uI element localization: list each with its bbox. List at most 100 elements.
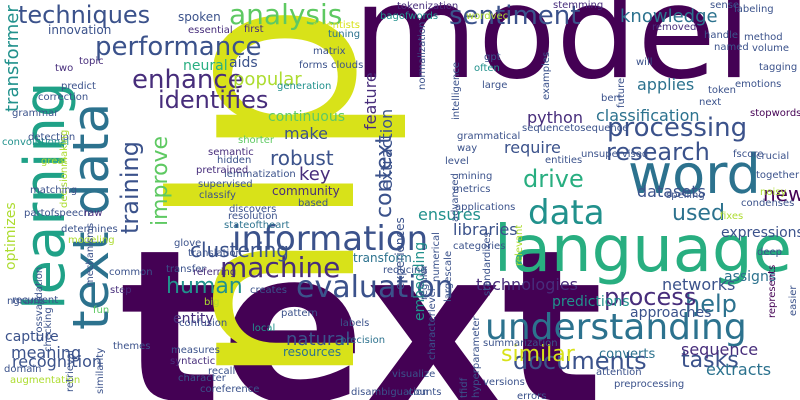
word: neural xyxy=(183,58,228,74)
word: recognition xyxy=(12,352,103,371)
word: examples xyxy=(541,51,552,100)
word: sequencetosequence xyxy=(522,123,629,134)
word: token xyxy=(708,85,736,96)
word: popular xyxy=(233,69,302,90)
word: libraries xyxy=(453,220,518,239)
word: character xyxy=(178,373,226,384)
word: precision xyxy=(340,335,386,346)
word: expressions xyxy=(721,225,800,241)
word: will xyxy=(636,57,653,68)
word: removed xyxy=(652,22,697,33)
word: confusion xyxy=(179,318,228,329)
word: evaluation xyxy=(296,270,454,305)
word: hidden xyxy=(217,155,252,166)
word: performance xyxy=(95,32,262,62)
word: matching xyxy=(30,185,78,196)
word: mechanisms xyxy=(85,222,96,286)
word: resources xyxy=(283,345,342,359)
word: stopwords xyxy=(750,108,800,119)
word: regular xyxy=(419,264,430,300)
word: process xyxy=(604,283,697,311)
word: help xyxy=(685,290,737,318)
word: measures xyxy=(171,345,220,356)
word: innovation xyxy=(48,23,112,37)
word: future xyxy=(616,77,627,108)
word: hyperparameter xyxy=(471,316,482,398)
word: optimizes xyxy=(3,202,19,270)
word: errors xyxy=(517,391,547,400)
word: meaning xyxy=(11,343,82,362)
word: recall xyxy=(208,366,236,377)
word: community xyxy=(272,184,340,198)
word: based xyxy=(298,198,329,209)
word: translation xyxy=(188,248,242,259)
word: deep xyxy=(757,247,782,258)
word: human xyxy=(166,274,243,299)
word: fixes xyxy=(720,211,744,222)
word: categories xyxy=(453,241,506,252)
word: knowledge xyxy=(620,6,718,27)
word: ngrams xyxy=(7,296,45,307)
word: convolutional xyxy=(2,137,70,148)
word: fscore xyxy=(733,149,764,160)
word: scientists xyxy=(313,20,361,31)
word: resolution xyxy=(228,211,278,222)
word: make xyxy=(284,124,328,143)
word: represents xyxy=(767,264,778,318)
word: reducing xyxy=(383,265,427,276)
word: aids xyxy=(229,55,258,71)
word: clouds xyxy=(331,60,364,71)
word: referring xyxy=(193,267,237,278)
word: modeling xyxy=(68,235,115,246)
word: relevant xyxy=(514,224,525,266)
word: identifies xyxy=(158,86,269,114)
word: syntactic xyxy=(170,356,216,367)
word: key xyxy=(299,164,331,185)
word: labeling xyxy=(734,4,774,15)
word: research xyxy=(606,138,710,166)
word: crucial xyxy=(756,151,790,162)
word: techniques xyxy=(18,1,151,29)
word: correction xyxy=(38,92,89,103)
word: checking xyxy=(43,307,54,352)
word: big xyxy=(204,297,220,308)
word: predictions xyxy=(552,294,630,310)
word: documents xyxy=(513,347,647,375)
word: tokenization xyxy=(397,1,459,12)
word: disambiguation xyxy=(351,387,429,398)
word: matrix xyxy=(313,46,346,57)
word: analysis xyxy=(229,0,343,31)
word: sequence xyxy=(681,340,759,359)
word: supervised xyxy=(198,179,253,190)
word: technologies xyxy=(476,275,578,294)
word: decisionmaking xyxy=(59,129,70,208)
word: condenses xyxy=(741,198,795,209)
word: tfidf xyxy=(459,377,470,398)
word: applies xyxy=(637,75,695,94)
word: sentiment xyxy=(449,1,581,31)
word: next xyxy=(699,97,722,108)
word: visualize xyxy=(392,369,436,380)
word: natural xyxy=(286,329,351,350)
word: spoken xyxy=(178,10,221,24)
word: bert xyxy=(601,93,622,104)
word: classify xyxy=(199,190,236,201)
word: coreference xyxy=(200,384,260,395)
word: local xyxy=(252,323,276,334)
word: predict xyxy=(61,81,96,92)
word: volume xyxy=(752,43,790,54)
word: used xyxy=(672,201,725,226)
word: text xyxy=(120,204,604,400)
word: converts xyxy=(599,347,656,362)
word: named xyxy=(714,42,749,53)
word: word xyxy=(628,143,761,206)
word: robust xyxy=(270,146,334,170)
word: partofspeech xyxy=(24,208,90,219)
word: detection xyxy=(28,132,76,143)
word: new xyxy=(763,182,800,206)
word: shorter xyxy=(238,135,274,146)
word: require xyxy=(504,138,561,157)
word: raw xyxy=(84,208,103,219)
word: ensures xyxy=(418,205,481,224)
